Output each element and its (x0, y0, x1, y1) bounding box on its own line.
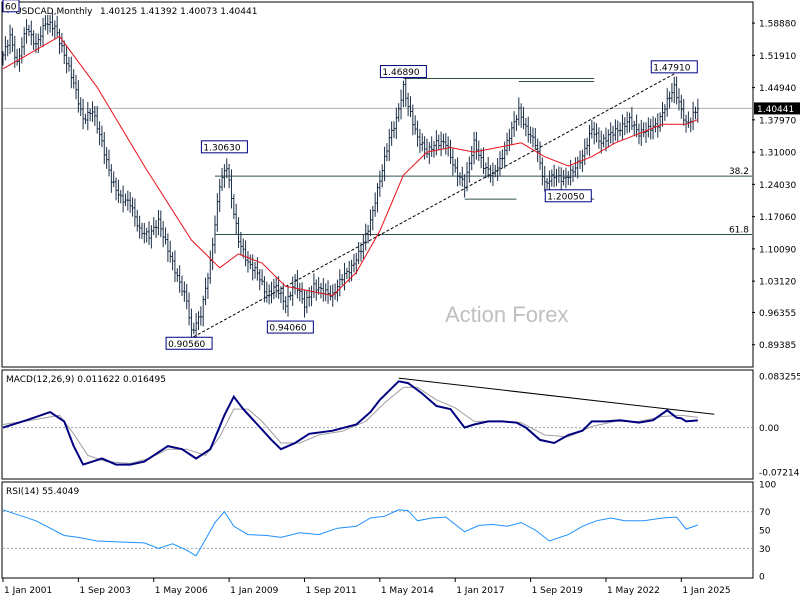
rsi-tick-label: 70 (759, 508, 771, 518)
annotation-box (200, 140, 248, 154)
annotation-box (2, 0, 20, 13)
symbol-label: USDCAD,Monthly (15, 7, 93, 17)
annotation-label: 1.47910 (653, 63, 690, 73)
fib-level-label: 38.2 (729, 167, 749, 177)
fib-level-label: 61.8 (729, 225, 749, 235)
rsi-tick-label: 100 (759, 481, 776, 491)
x-tick-label: 1 Sep 2003 (79, 586, 130, 596)
annotation-box (266, 320, 314, 334)
price-layer: 1.46890 1.47910 1.30630 1.20050 0.94060 0.905… (1, 0, 700, 350)
y-tick-label: 1.37970 (759, 116, 796, 126)
ohlc-label: 1.40125 1.41392 1.40073 1.40441 (100, 7, 257, 17)
annotation-box (544, 189, 592, 203)
annotation-box (379, 65, 427, 79)
x-tick-label: 1 Sep 2011 (305, 586, 356, 596)
y-tick-label: 0.89385 (759, 341, 796, 351)
y-tick-label: 1.10090 (759, 245, 796, 255)
macd-signal-line (2, 386, 698, 464)
y-tick-label: 1.24030 (759, 181, 796, 191)
rsi-tick-label: 0 (759, 573, 765, 583)
rsi-layer (2, 509, 752, 557)
x-tick-label: 1 Jan 2009 (230, 586, 278, 596)
macd-tick-label: 0.083255 (759, 373, 800, 383)
x-tick-label: 1 May 2022 (607, 586, 660, 596)
macd-label: MACD(12,26,9) 0.011622 0.016495 (6, 375, 166, 385)
annotation-box (650, 60, 698, 74)
macd-tick-label: 0.00 (759, 424, 779, 434)
macd-line (2, 380, 698, 466)
annotation-label: 1.46890 (382, 68, 419, 78)
x-tick-label: 1 Jan 2017 (456, 586, 504, 596)
macd-trendline (398, 377, 715, 415)
current-price-tag (754, 102, 800, 115)
y-tick-label: 1.58880 (759, 20, 796, 30)
x-tick-label: 1 Jan 2001 (4, 586, 52, 596)
rsi-label: RSI(14) 55.4049 (6, 487, 79, 497)
x-tick-label: 1 May 2006 (155, 586, 208, 596)
y-tick-label: 1.44940 (759, 84, 796, 94)
annotation-box (165, 336, 213, 350)
annotation-label: 0.94060 (269, 324, 306, 334)
rsi-tick-label: 50 (759, 527, 771, 537)
trendline-dashed (188, 73, 675, 340)
moving-average-line (2, 35, 698, 297)
macd-layer (2, 377, 752, 466)
x-tick-label: 1 Jan 2025 (682, 586, 730, 596)
y-tick-label: 1.51910 (759, 52, 796, 62)
x-tick-label: 1 May 2014 (381, 586, 434, 596)
annotation-label: 1.30630 (203, 143, 240, 153)
rsi-panel-frame (1, 481, 754, 579)
y-tick-label: 1.17060 (759, 213, 796, 223)
y-tick-label: 1.03120 (759, 278, 796, 288)
rsi-line (2, 509, 698, 557)
y-tick-label: 0.96355 (759, 309, 796, 319)
annotation-label: 60 (5, 2, 17, 12)
y-tick-label: 1.31000 (759, 149, 796, 159)
annotation-label: 0.90560 (168, 340, 205, 350)
macd-tick-label: -0.072148 (759, 469, 800, 479)
rsi-tick-label: 30 (759, 545, 771, 555)
current-price-label: 1.40441 (757, 105, 794, 115)
x-tick-label: 1 Sep 2019 (532, 586, 584, 596)
watermark: Action Forex (445, 302, 569, 327)
macd-panel-frame (1, 369, 754, 480)
annotation-label: 1.20050 (547, 192, 584, 202)
